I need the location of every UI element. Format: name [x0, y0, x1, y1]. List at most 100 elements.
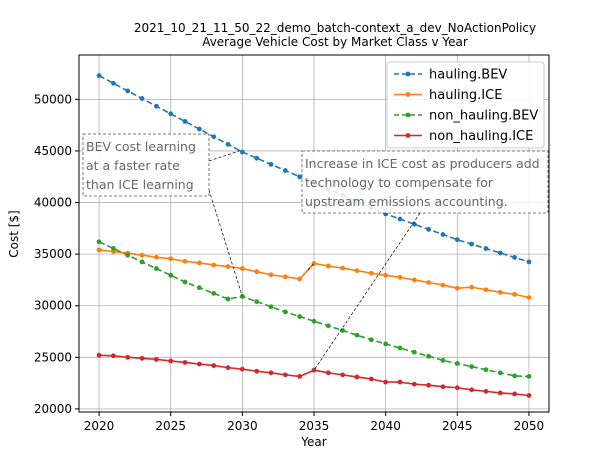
legend-label: non_hauling.BEV [429, 109, 538, 124]
data-point [440, 282, 446, 288]
y-tick-label: 40000 [34, 196, 72, 210]
data-point [297, 374, 303, 379]
data-point [526, 374, 532, 379]
x-tick-label: 2050 [514, 419, 545, 433]
data-point [440, 232, 446, 237]
data-point [153, 356, 159, 362]
annotation-pointer [208, 149, 243, 162]
data-point [153, 254, 159, 260]
data-point [196, 285, 202, 291]
legend-label: non_hauling.ICE [429, 129, 533, 144]
legend-marker [405, 71, 411, 77]
data-point [182, 279, 188, 285]
data-point [225, 141, 231, 147]
legend-marker [405, 133, 411, 138]
data-point [354, 374, 360, 380]
data-point [440, 358, 446, 363]
data-point [254, 155, 260, 161]
data-point [153, 103, 159, 109]
annotation-layer: BEV cost learning at a faster rate than IC… [82, 133, 549, 371]
data-point [469, 364, 475, 370]
annotation-1: BEV cost learning at a faster rate than IC… [82, 133, 243, 297]
data-point [282, 168, 288, 173]
data-point [311, 318, 317, 324]
data-point [383, 341, 389, 347]
data-point [483, 367, 489, 373]
data-point [125, 354, 131, 360]
data-point [411, 349, 417, 355]
legend-label: hauling.ICE [429, 88, 502, 103]
data-point [297, 276, 303, 282]
data-point [139, 259, 145, 265]
data-point [211, 363, 217, 368]
data-point [469, 387, 475, 393]
y-tick-label: 35000 [34, 247, 72, 261]
data-point [268, 272, 274, 278]
annotation-text: than ICE learning [86, 177, 194, 192]
y-axis-label: Cost [$] [7, 210, 21, 258]
annotation-box [82, 133, 210, 197]
data-point [110, 353, 116, 359]
data-point [211, 134, 217, 140]
data-point [239, 266, 245, 271]
x-axis-label: Year [300, 435, 326, 449]
annotation-pointer [208, 189, 243, 297]
legend-entry: hauling.ICE [394, 88, 502, 103]
data-point [383, 272, 389, 278]
data-point [440, 384, 446, 390]
data-point [497, 370, 503, 376]
annotation-text: technology to compensate for [305, 175, 494, 190]
y-tick-label: 50000 [34, 92, 72, 106]
data-point [354, 268, 360, 274]
data-point [340, 372, 346, 378]
data-point [368, 337, 374, 343]
data-point [512, 391, 518, 397]
x-tick-label: 2035 [299, 419, 330, 433]
data-point [254, 299, 260, 304]
data-point [454, 285, 460, 291]
data-point [426, 382, 432, 388]
data-point [282, 274, 288, 280]
data-point [139, 355, 145, 361]
data-point [168, 111, 174, 117]
data-point [182, 258, 188, 264]
annotation-2: Increase in ICE cost as producers add tec… [301, 150, 549, 371]
data-point [225, 296, 231, 302]
data-point [125, 88, 131, 94]
data-point [96, 352, 102, 358]
legend-label: hauling.BEV [429, 68, 507, 83]
data-point [426, 353, 432, 359]
data-point [411, 381, 417, 387]
data-point [454, 237, 460, 243]
series-hauling-ice [96, 247, 532, 300]
data-point [411, 221, 417, 227]
data-point [297, 314, 303, 319]
data-point [454, 385, 460, 391]
data-point [397, 379, 403, 385]
legend-marker [405, 112, 411, 118]
data-point [526, 295, 532, 300]
data-point [125, 252, 131, 258]
x-tick-label: 2030 [227, 419, 258, 433]
data-point [196, 260, 202, 266]
data-point [354, 332, 360, 338]
legend-marker [405, 92, 411, 97]
data-point [397, 274, 403, 280]
series-layer [96, 73, 532, 398]
data-point [325, 370, 331, 376]
x-tick-label: 2020 [84, 419, 115, 433]
data-point [211, 290, 217, 296]
chart-title: 2021_10_21_11_50_22_demo_batch-context_a… [134, 21, 536, 35]
y-tick-label: 20000 [34, 402, 72, 416]
annotation-pointer [307, 263, 315, 271]
data-point [268, 370, 274, 376]
annotation-text: at a faster rate [86, 158, 180, 173]
data-point [110, 246, 116, 251]
data-point [182, 360, 188, 365]
annotation-text: upstream emissions accounting. [305, 194, 508, 209]
data-point [483, 287, 489, 293]
data-point [182, 119, 188, 124]
data-point [239, 366, 245, 372]
data-point [139, 252, 145, 258]
